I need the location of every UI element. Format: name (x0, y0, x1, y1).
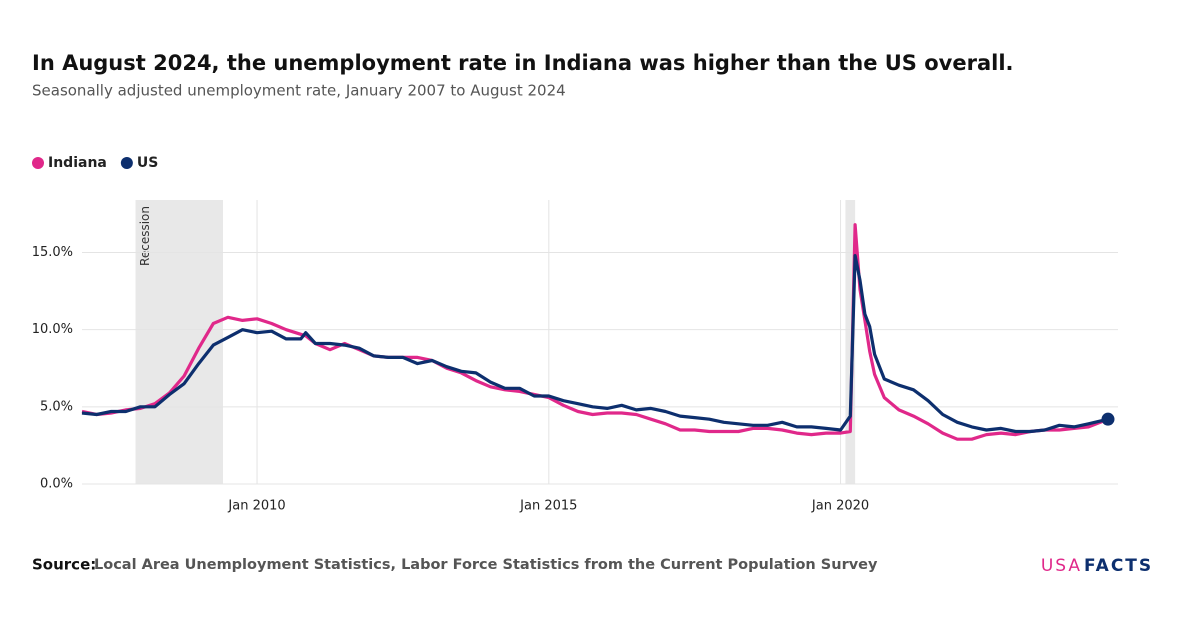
chart-subtitle: Seasonally adjusted unemployment rate, J… (32, 82, 566, 100)
shaded-label: Recession (138, 206, 152, 266)
source-label: Source: (32, 556, 96, 574)
x-tick-label: Jan 2015 (519, 499, 577, 514)
series-line (81, 223, 1109, 441)
y-tick-label: 0.0% (40, 477, 73, 492)
y-tick-label: 10.0% (32, 322, 73, 337)
series-line (81, 254, 1109, 434)
legend-swatch (32, 157, 44, 169)
chart-title: In August 2024, the unemployment rate in… (32, 51, 1014, 75)
x-tick-label: Jan 2010 (227, 499, 285, 514)
logo-facts: FACTS (1084, 556, 1153, 576)
legend-swatch (120, 157, 133, 169)
logo-usa: USA (1041, 556, 1082, 576)
source-text: Local Area Unemployment Statistics, Labo… (94, 557, 878, 573)
shaded-period (135, 200, 224, 484)
y-tick-label: 5.0% (40, 399, 73, 414)
y-tick-label: 15.0% (32, 245, 73, 260)
x-tick-label: Jan 2020 (811, 499, 869, 514)
legend-label: US (137, 155, 158, 171)
legend-label: Indiana (48, 155, 107, 171)
shaded-period (845, 200, 856, 484)
end-point (1101, 412, 1115, 426)
